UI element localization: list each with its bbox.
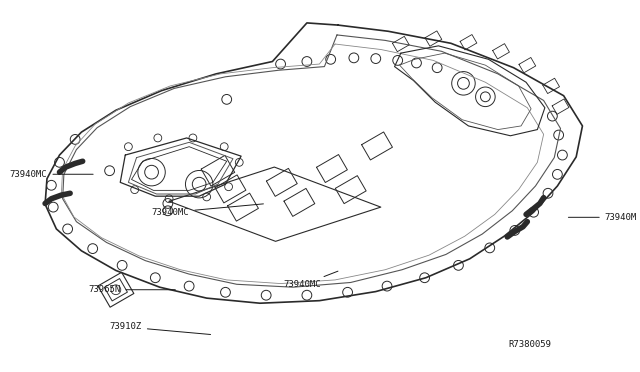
Text: 73965N: 73965N xyxy=(88,285,175,294)
Text: 73910Z: 73910Z xyxy=(109,323,211,334)
Text: 73940M: 73940M xyxy=(568,213,637,222)
Text: 73940MC: 73940MC xyxy=(10,170,93,179)
Text: 73940MC: 73940MC xyxy=(152,204,264,217)
Text: R7380059: R7380059 xyxy=(509,340,552,349)
Text: 73940MC: 73940MC xyxy=(284,271,338,289)
